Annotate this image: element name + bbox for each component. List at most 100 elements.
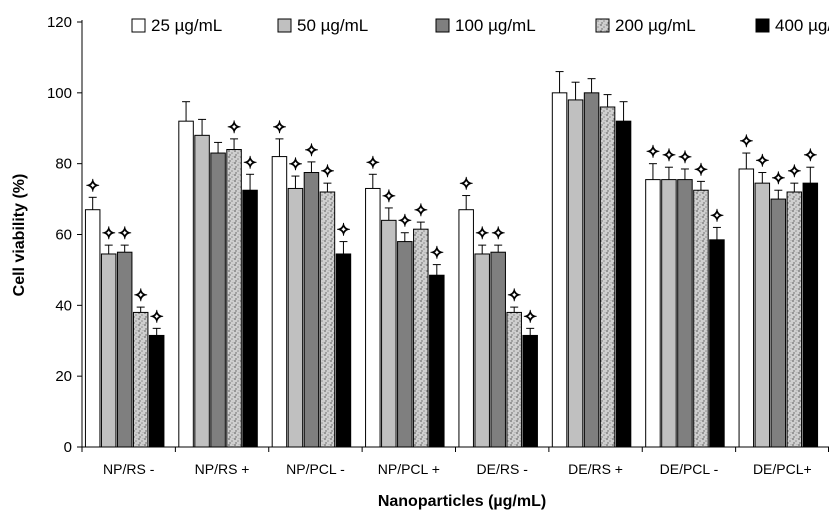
x-category-label: NP/RS - (103, 461, 155, 477)
legend-label: 200 µg/mL (615, 16, 696, 35)
significance-marker: ✧ (662, 146, 676, 165)
legend-swatch (435, 18, 450, 33)
x-category-label: DE/PCL+ (753, 461, 812, 477)
significance-marker: ✧ (118, 224, 132, 243)
significance-marker: ✧ (491, 224, 505, 243)
bar (381, 219, 397, 448)
bar (645, 179, 661, 448)
bar (178, 120, 194, 448)
bar (551, 92, 568, 448)
significance-marker: ✧ (320, 162, 334, 181)
significance-marker: ✧ (304, 141, 318, 160)
legend-swatch (131, 18, 146, 33)
y-tick-label: 120 (47, 14, 72, 31)
bar (661, 179, 677, 448)
significance-marker: ✧ (288, 155, 302, 174)
significance-marker: ✧ (382, 187, 396, 206)
bar (677, 179, 693, 448)
legend-label: 100 µg/mL (455, 16, 536, 35)
significance-marker: ✧ (366, 153, 380, 172)
y-tick-label: 0 (64, 439, 72, 456)
significance-marker: ✧ (336, 221, 350, 240)
significance-marker: ✧ (102, 224, 116, 243)
significance-marker: ✧ (755, 152, 769, 171)
legend: 25 µg/mL 50 µg/mL 100 µg/mL 200 µg/mL 400 µg… (131, 16, 829, 35)
significance-marker: ✧ (134, 286, 148, 305)
significance-marker: ✧ (414, 201, 428, 220)
bar (413, 228, 429, 448)
bar (397, 241, 413, 448)
significance-marker: ✧ (243, 153, 257, 172)
bar (100, 253, 117, 448)
y-tick-label: 60 (55, 227, 72, 244)
bar (303, 172, 320, 448)
legend-label: 400 µg/mL (775, 16, 829, 35)
significance-marker: ✧ (475, 224, 489, 243)
bar (242, 189, 258, 448)
bar (738, 168, 755, 448)
bar (506, 311, 522, 448)
significance-marker: ✧ (150, 307, 164, 326)
y-tick-label: 100 (47, 85, 72, 102)
y-axis-title: Cell viability (%) (11, 174, 28, 297)
bar (194, 134, 210, 448)
bar (429, 274, 445, 448)
y-tick-label: 40 (55, 297, 72, 314)
legend-label: 50 µg/mL (297, 16, 368, 35)
bar (84, 209, 101, 448)
significance-marker: ✧ (739, 132, 753, 151)
bar (319, 191, 336, 448)
significance-marker: ✧ (710, 206, 724, 225)
bar (271, 156, 288, 448)
bar (226, 149, 242, 448)
significance-marker: ✧ (694, 160, 708, 179)
bar (693, 189, 709, 448)
bar (583, 92, 600, 448)
significance-marker: ✧ (398, 212, 412, 231)
bar (770, 198, 787, 448)
significance-marker: ✧ (787, 162, 801, 181)
significance-marker: ✧ (459, 175, 473, 194)
bar (132, 311, 149, 448)
bar (210, 152, 226, 448)
legend-swatch (595, 18, 610, 33)
x-category-label: DE/PCL - (660, 461, 719, 477)
significance-marker: ✧ (227, 118, 241, 137)
legend-swatch (755, 18, 770, 33)
bar (365, 187, 381, 448)
significance-marker: ✧ (272, 118, 286, 137)
bar (615, 120, 632, 448)
significance-marker: ✧ (86, 176, 100, 195)
bar (754, 182, 771, 448)
significance-marker: ✧ (507, 286, 521, 305)
bar (148, 334, 165, 448)
legend-swatch (277, 18, 292, 33)
bar (522, 334, 538, 448)
bar (786, 191, 803, 448)
x-axis-title: Nanoparticles (µg/mL) (378, 493, 546, 510)
bar (474, 253, 490, 448)
bar (567, 99, 584, 448)
bar (116, 251, 133, 448)
x-category-label: DE/RS + (568, 461, 623, 477)
x-category-label: NP/PCL + (378, 461, 440, 477)
bar (335, 253, 352, 448)
significance-marker: ✧ (771, 169, 785, 188)
significance-marker: ✧ (430, 244, 444, 263)
bar (490, 251, 506, 448)
y-tick-label: 20 (55, 368, 72, 385)
legend-label: 25 µg/mL (151, 16, 222, 35)
significance-marker: ✧ (678, 148, 692, 167)
bar (287, 187, 304, 448)
significance-marker: ✧ (803, 146, 817, 165)
bar (802, 182, 819, 448)
significance-marker: ✧ (646, 143, 660, 162)
x-category-label: NP/RS + (195, 461, 250, 477)
bar (458, 209, 474, 448)
x-category-label: DE/RS - (477, 461, 529, 477)
bar (599, 106, 616, 448)
y-tick-label: 80 (55, 156, 72, 173)
significance-marker: ✧ (523, 307, 537, 326)
